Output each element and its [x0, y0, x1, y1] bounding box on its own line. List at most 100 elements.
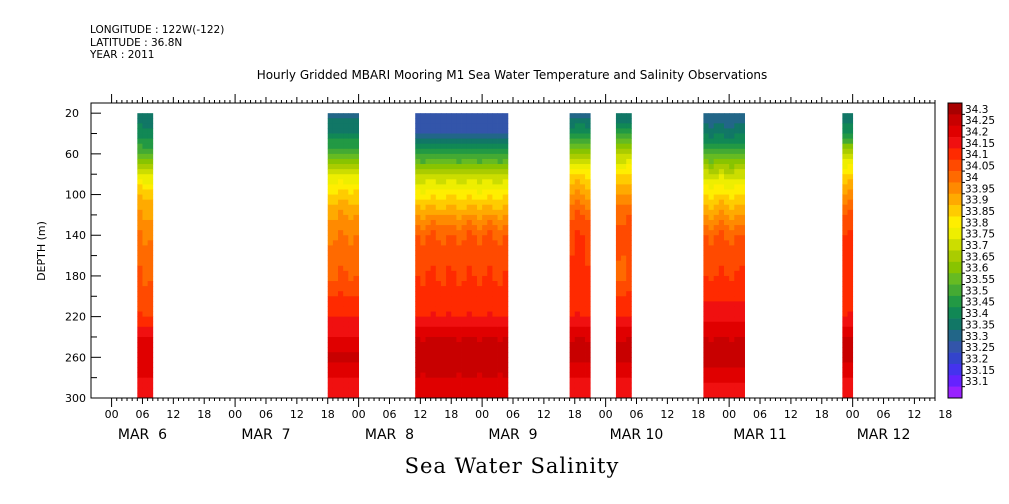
heatmap-cell [585, 357, 591, 363]
heatmap-cell [327, 362, 334, 368]
heatmap-cell [724, 326, 730, 333]
heatmap-cell [451, 377, 457, 384]
heatmap-cell [847, 367, 854, 373]
heatmap-cell [348, 235, 354, 241]
heatmap-cell [729, 174, 735, 180]
heatmap-cell [713, 392, 720, 399]
heatmap-cell [718, 270, 725, 277]
heatmap-cell [713, 331, 720, 338]
heatmap-cell [713, 372, 720, 379]
heatmap-cell [482, 245, 488, 251]
heatmap-cell [147, 225, 154, 231]
heatmap-cell [626, 189, 632, 195]
heatmap-cell [461, 321, 468, 328]
heatmap-cell [734, 245, 740, 251]
heatmap-cell [415, 123, 421, 129]
heatmap-cell [729, 199, 735, 206]
heatmap-cell [430, 321, 437, 328]
heatmap-cell [574, 230, 581, 236]
heatmap-cell [482, 179, 488, 185]
heatmap-cell [713, 143, 720, 150]
heatmap-cell [492, 138, 498, 145]
heatmap-cell [621, 342, 627, 348]
x-date-label: MAR 11 [733, 427, 787, 443]
heatmap-cell [425, 326, 432, 333]
heatmap-cell [482, 194, 488, 201]
heatmap-cell [142, 382, 149, 389]
heatmap-cell [492, 367, 498, 373]
heatmap-cell [734, 362, 740, 368]
heatmap-cell [492, 255, 498, 262]
x-tick-label: 12 [537, 408, 551, 421]
heatmap-cell [708, 392, 715, 399]
heatmap-cell [847, 275, 854, 282]
heatmap-cell [703, 235, 709, 241]
heatmap-cell [327, 352, 334, 358]
heatmap-cell [142, 336, 149, 343]
latitude-label: LATITUDE : 36.8N [90, 36, 183, 49]
heatmap-cell [440, 250, 447, 256]
heatmap-cell [327, 357, 334, 363]
heatmap-cell [415, 306, 421, 312]
heatmap-cell [574, 184, 581, 190]
heatmap-cell [713, 296, 720, 302]
heatmap-cell [724, 281, 730, 287]
heatmap-cell [585, 250, 591, 256]
heatmap-cell [729, 214, 735, 221]
heatmap-cell [585, 174, 591, 180]
heatmap-cell [615, 301, 622, 307]
heatmap-cell [466, 179, 473, 185]
heatmap-cell [502, 179, 509, 185]
heatmap-cell [338, 336, 344, 343]
colorbar-label: 34.05 [965, 161, 995, 173]
heatmap-cell [708, 189, 715, 195]
heatmap-cell [708, 209, 715, 216]
heatmap-cell [415, 286, 421, 292]
heatmap-cell [440, 174, 447, 180]
heatmap-cell [842, 306, 848, 312]
heatmap-cell [724, 321, 730, 328]
heatmap-cell [718, 392, 725, 399]
heatmap-cell [718, 174, 725, 180]
heatmap-cell [461, 255, 468, 262]
heatmap-cell [626, 392, 632, 399]
heatmap-cell [703, 357, 709, 363]
heatmap-cell [147, 133, 154, 140]
heatmap-cell [471, 286, 478, 292]
heatmap-cell [461, 260, 468, 267]
heatmap-cell [626, 372, 632, 379]
heatmap-cell [739, 138, 745, 145]
heatmap-cell [621, 123, 627, 129]
heatmap-cell [147, 286, 154, 292]
heatmap-cell [579, 301, 586, 307]
heatmap-cell [739, 387, 745, 394]
heatmap-cell [440, 387, 447, 394]
heatmap-cell [729, 342, 735, 348]
heatmap-cell [842, 209, 848, 216]
heatmap-cell [353, 133, 360, 140]
heatmap-cell [718, 169, 725, 175]
x-tick-label: 00 [722, 408, 736, 421]
heatmap-cell [847, 377, 854, 384]
heatmap-cell [415, 367, 421, 373]
heatmap-cell [415, 342, 421, 348]
heatmap-cell [348, 362, 354, 368]
heatmap-cell [713, 148, 720, 155]
heatmap-cell [327, 336, 334, 343]
heatmap-cell [332, 311, 339, 318]
heatmap-cell [739, 158, 745, 165]
heatmap-cell [729, 164, 735, 170]
heatmap-cell [137, 204, 143, 211]
heatmap-cell [425, 291, 432, 297]
heatmap-cell [142, 214, 149, 221]
heatmap-cell [420, 377, 426, 384]
heatmap-cell [579, 174, 586, 180]
heatmap-cell [425, 286, 432, 292]
heatmap-cell [461, 204, 468, 211]
heatmap-cell [569, 128, 576, 134]
heatmap-cell [482, 123, 488, 129]
heatmap-cell [703, 281, 709, 287]
heatmap-cell [713, 301, 720, 307]
heatmap-cell [569, 311, 576, 318]
heatmap-cell [147, 342, 154, 348]
